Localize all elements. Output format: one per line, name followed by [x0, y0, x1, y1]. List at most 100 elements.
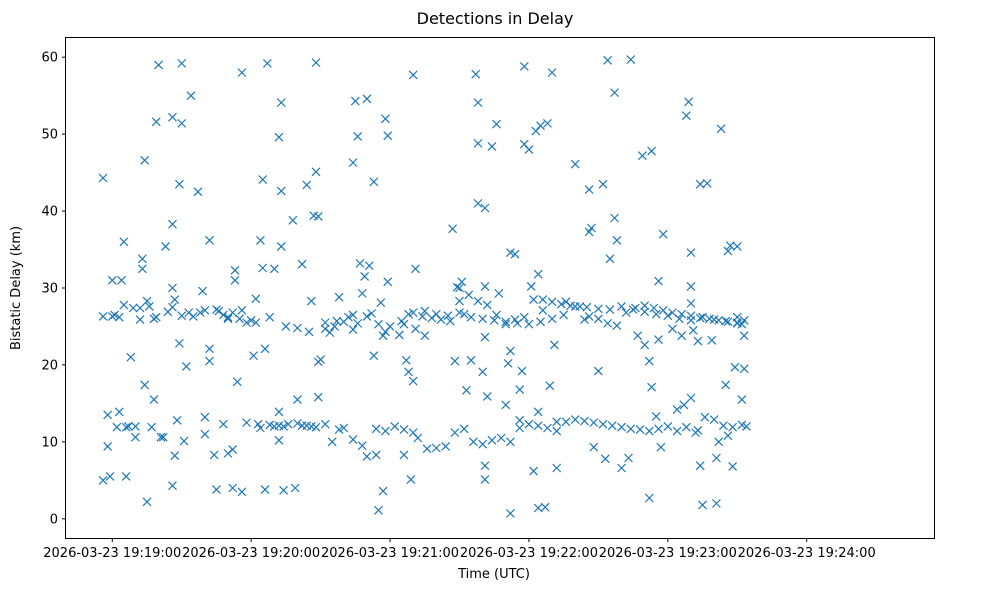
data-point [357, 288, 367, 298]
data-point [478, 314, 488, 324]
data-point [394, 330, 404, 340]
data-point [549, 340, 559, 350]
data-point [570, 415, 580, 424]
data-point [515, 385, 525, 394]
y-tick-label: 40 [41, 205, 58, 220]
data-point [663, 422, 673, 431]
data-point [640, 301, 650, 311]
data-point [404, 309, 413, 319]
data-point [137, 264, 147, 274]
data-point [647, 382, 657, 392]
data-point [684, 97, 694, 107]
data-point [515, 423, 525, 433]
data-point [510, 315, 520, 324]
data-point [640, 340, 650, 350]
data-point [325, 328, 335, 338]
y-tick-label: 60 [41, 51, 58, 66]
data-point [401, 355, 411, 365]
data-point [334, 292, 344, 302]
data-point [200, 429, 210, 439]
data-point [654, 424, 663, 434]
data-point [723, 317, 733, 327]
data-point [519, 62, 529, 71]
data-point [357, 441, 367, 451]
data-point [473, 98, 483, 108]
data-point [302, 180, 312, 190]
data-point [151, 117, 161, 127]
data-point [593, 366, 603, 376]
data-point [570, 159, 580, 169]
data-point [714, 315, 724, 325]
data-point [316, 355, 326, 364]
y-axis-label: Bistatic Delay (km) [9, 226, 24, 350]
data-point [519, 312, 529, 322]
x-tick-label: 2026-03-23 19:19:00 [43, 546, 181, 561]
data-point [353, 132, 363, 141]
data-point [441, 442, 451, 451]
data-point [343, 312, 353, 322]
data-point [686, 315, 696, 325]
data-point [517, 366, 527, 376]
data-point [686, 393, 696, 403]
data-point [135, 303, 145, 313]
data-point [114, 312, 124, 322]
data-point [494, 288, 504, 298]
x-tick-label: 2026-03-23 19:21:00 [321, 546, 459, 561]
x-tick-label: 2026-03-23 19:20:00 [182, 546, 320, 561]
data-point [482, 392, 492, 401]
data-point [98, 173, 108, 183]
y-axis: 0 10 20 30 40 50 60 [41, 51, 66, 527]
data-point [420, 306, 430, 316]
data-point [258, 263, 268, 273]
data-point [698, 500, 707, 510]
data-point [584, 185, 594, 194]
data-point [487, 142, 497, 151]
data-point [399, 450, 409, 460]
data-point [737, 319, 747, 329]
data-point [450, 428, 460, 438]
data-point [556, 299, 566, 309]
data-point [103, 442, 113, 451]
data-point [371, 450, 381, 460]
data-point [679, 400, 689, 410]
data-point [399, 425, 409, 434]
data-point [624, 453, 633, 463]
data-point [693, 336, 703, 346]
data-point [422, 444, 432, 454]
data-point [466, 312, 476, 322]
data-point [218, 310, 228, 320]
data-point [742, 422, 751, 431]
data-point [503, 358, 513, 368]
data-point [598, 179, 608, 189]
data-point [672, 426, 682, 436]
data-point [276, 242, 286, 251]
data-point [728, 462, 738, 471]
data-point [105, 472, 115, 481]
data-point [121, 472, 131, 481]
data-point [144, 302, 154, 311]
data-point [718, 421, 728, 431]
data-point [404, 367, 413, 377]
data-point [654, 335, 663, 344]
data-markers [98, 55, 751, 518]
data-point [427, 313, 437, 323]
data-point [378, 486, 388, 496]
data-point [313, 392, 323, 402]
data-point [232, 377, 242, 387]
data-point [552, 417, 562, 427]
data-point [723, 431, 733, 441]
data-point [723, 246, 733, 256]
data-point [721, 380, 731, 390]
data-point [598, 419, 608, 429]
data-point [728, 422, 738, 432]
data-point [637, 151, 647, 161]
data-point [473, 198, 483, 208]
data-point [492, 310, 501, 320]
data-point [524, 419, 534, 429]
data-point [617, 302, 626, 311]
data-point [420, 331, 430, 341]
data-point [707, 335, 717, 345]
data-point [478, 439, 488, 449]
data-point [269, 264, 279, 274]
